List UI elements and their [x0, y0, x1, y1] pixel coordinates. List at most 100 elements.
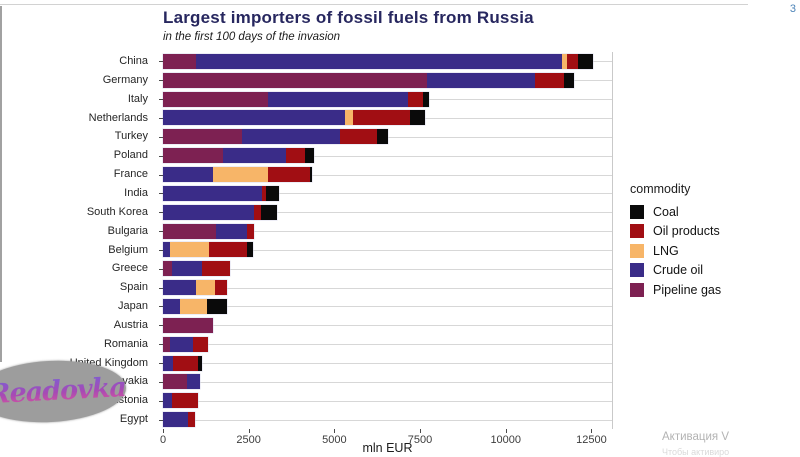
bar-segment-coal: [304, 148, 314, 164]
y-axis-label: China: [119, 55, 148, 67]
y-axis-label: India: [124, 186, 148, 199]
bar-slovakia: [163, 374, 200, 390]
legend-swatch: [630, 243, 644, 258]
bar-segment-lng: [562, 53, 568, 69]
y-axis-label: Japan: [118, 300, 148, 313]
x-axis-tick-label: 0: [159, 434, 167, 446]
bar-segment-crude_oil: [222, 148, 287, 164]
bar-segment-crude_oil: [186, 374, 200, 390]
bar-segment-crude_oil: [163, 298, 181, 314]
y-axis-tick: [159, 136, 163, 138]
bar-austria: [163, 317, 213, 333]
y-axis-tick: [159, 306, 163, 308]
gridline: [163, 325, 612, 327]
y-axis-label: Poland: [113, 149, 148, 162]
y-axis-tick: [159, 344, 163, 346]
left-edge-line: [0, 6, 2, 362]
bar-segment-oil_products: [215, 280, 228, 296]
bar-segment-crude_oil: [163, 242, 170, 258]
bar-segment-coal: [265, 185, 279, 201]
bar-segment-oil_products: [267, 167, 311, 183]
legend-entry-oil_products: Oil products: [630, 222, 721, 242]
bar-segment-lng: [344, 110, 354, 126]
legend-swatch: [630, 204, 644, 219]
y-axis-tick: [159, 363, 163, 365]
bar-segment-oil_products: [339, 129, 378, 145]
bar-segment-oil_products: [408, 91, 424, 107]
legend-entry-lng: LNG: [630, 241, 721, 261]
legend: commodity Coal Oil products LNG Crude oil Pi…: [630, 182, 721, 300]
bar-segment-pipeline_gas: [163, 129, 242, 145]
y-axis-tick: [159, 155, 163, 157]
y-axis-tick: [159, 212, 163, 214]
x-axis-tick: [505, 429, 507, 433]
gridline: [163, 231, 612, 233]
bar-italy: [163, 91, 429, 107]
bar-south-korea: [163, 204, 277, 220]
x-axis-tick-label: 12500: [576, 434, 607, 446]
bar-segment-oil_products: [188, 412, 195, 428]
legend-title: commodity: [630, 182, 691, 196]
y-axis-label: Spain: [119, 281, 148, 294]
bar-segment-crude_oil: [195, 53, 563, 69]
bar-segment-crude_oil: [426, 72, 535, 88]
y-axis-tick: [159, 268, 163, 270]
gridline: [163, 400, 612, 402]
bar-china: [163, 53, 594, 69]
y-axis-label: France: [113, 168, 148, 181]
bar-segment-oil_products: [202, 261, 230, 277]
bar-segment-crude_oil: [171, 261, 203, 277]
bar-segment-oil_products: [171, 393, 198, 409]
y-axis-tick: [159, 117, 163, 119]
windows-activation-watermark-line1: Активация V: [662, 431, 730, 443]
x-axis-tick: [248, 429, 250, 433]
y-axis-label: Belgium: [108, 243, 148, 256]
bar-segment-oil_products: [209, 242, 247, 258]
bar-segment-crude_oil: [267, 91, 409, 107]
x-axis-tick: [163, 429, 164, 433]
bar-segment-crude_oil: [163, 280, 196, 296]
y-axis-tick: [159, 400, 163, 402]
bar-segment-coal: [310, 167, 313, 183]
bar-segment-lng: [212, 167, 268, 183]
bar-segment-crude_oil: [163, 355, 174, 371]
bar-greece: [163, 261, 230, 277]
legend-swatch: [630, 224, 644, 239]
gridline: [163, 155, 612, 157]
y-axis-label: Germany: [102, 73, 148, 86]
y-axis-tick: [159, 61, 163, 63]
bar-united-kingdom: [163, 355, 203, 371]
gridline: [163, 381, 612, 383]
bar-segment-crude_oil: [163, 412, 189, 428]
chart-title: Largest importers of fossil fuels from R…: [163, 8, 534, 27]
bar-segment-oil_products: [253, 204, 261, 220]
bar-segment-coal: [577, 53, 594, 69]
y-axis-label: Austria: [113, 318, 148, 331]
gridline: [163, 268, 612, 270]
windows-activation-watermark-line2: Чтобы активиро: [662, 447, 730, 457]
y-axis-tick: [159, 99, 163, 101]
bar-segment-coal: [198, 355, 203, 371]
legend-entry-crude_oil: Crude oil: [630, 261, 721, 281]
legend-label: Oil products: [653, 224, 720, 239]
bar-segment-coal: [260, 204, 277, 220]
x-axis-tick: [591, 429, 593, 433]
bar-segment-crude_oil: [163, 167, 213, 183]
bar-segment-pipeline_gas: [163, 91, 268, 107]
legend-label: LNG: [653, 243, 679, 258]
plot-panel: [163, 52, 613, 429]
bar-netherlands: [163, 110, 426, 126]
bar-segment-crude_oil: [241, 129, 340, 145]
legend-entry-coal: Coal: [630, 202, 721, 222]
x-axis-tick-label: 10000: [490, 434, 522, 446]
bar-segment-crude_oil: [169, 336, 194, 352]
bar-egypt: [163, 412, 195, 428]
bar-bulgaria: [163, 223, 254, 239]
bar-segment-crude_oil: [163, 204, 254, 220]
bar-segment-pipeline_gas: [163, 53, 196, 69]
bar-segment-pipeline_gas: [163, 374, 187, 390]
bar-segment-oil_products: [246, 223, 254, 239]
bar-spain: [163, 280, 228, 296]
bar-france: [163, 167, 313, 183]
bar-segment-oil_products: [534, 72, 564, 88]
